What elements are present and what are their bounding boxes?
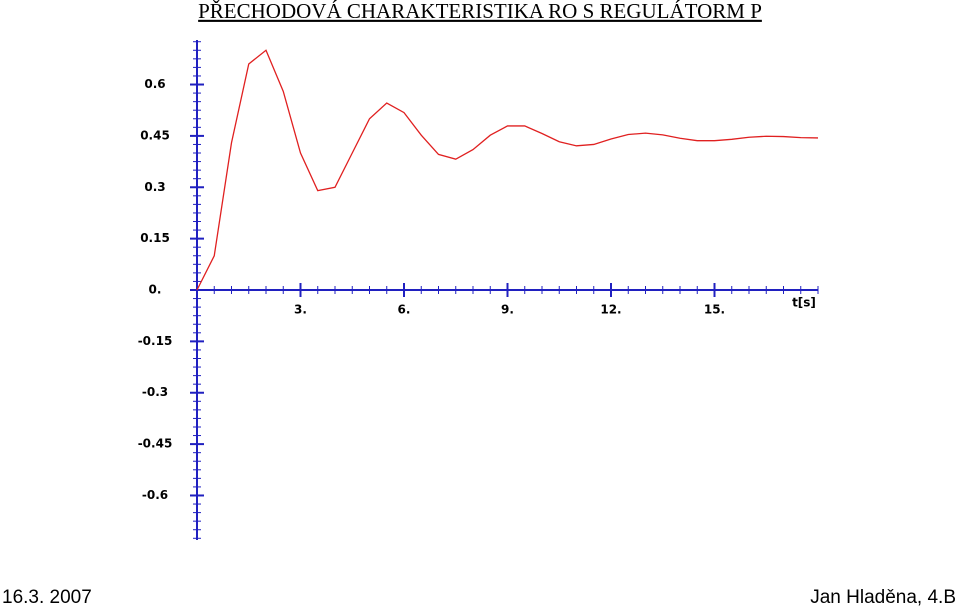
x-tick-label: 6. [398, 303, 411, 317]
footer-date: 16.3. 2007 [2, 587, 92, 608]
title: PŘECHODOVÁ CHARAKTERISTIKA RO S REGULÁTO… [198, 0, 762, 23]
x-tick-label: 12. [600, 303, 621, 317]
x-axis-label: t[s] [792, 296, 816, 310]
y-tick-label: 0. [149, 283, 162, 297]
y-tick-label: -0.45 [138, 437, 173, 451]
x-tick-label: 3. [294, 303, 307, 317]
x-tick-label: 9. [501, 303, 514, 317]
footer-author: Jan Hladěna, 4.B [810, 587, 956, 608]
y-tick-label: 0.6 [144, 77, 165, 91]
line [196, 49, 819, 291]
y-tick-label: 0.45 [140, 128, 170, 142]
y-tick-label: -0.15 [138, 334, 173, 348]
x-tick-label: 15. [704, 303, 725, 317]
y-tick-label: 0.15 [140, 231, 170, 245]
y-tick-label: -0.3 [142, 385, 168, 399]
y-tick-label: -0.6 [142, 488, 168, 502]
y-tick-label: 0.3 [144, 180, 165, 194]
plot: -0.6 -0.45 -0.3 -0.15 0. 0.15 0.3 0.45 0.6 3. 6. 9.… [138, 40, 819, 540]
